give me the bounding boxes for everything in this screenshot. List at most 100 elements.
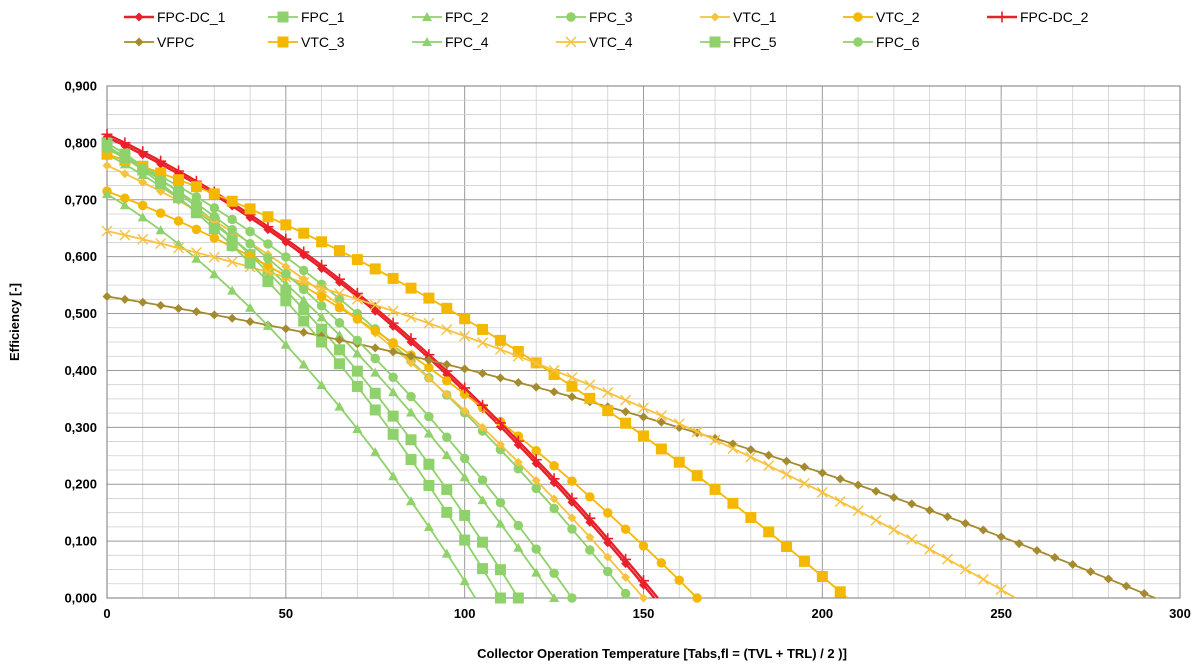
data-point [208, 188, 220, 200]
data-point [620, 524, 631, 534]
data-point [602, 566, 613, 577]
data-point [334, 335, 344, 345]
data-point [209, 269, 220, 279]
data-point [816, 570, 828, 582]
legend-marker [566, 12, 576, 22]
x-tick-label: 250 [990, 606, 1012, 621]
y-tick-label: 0,800 [64, 135, 97, 150]
data-point [942, 553, 954, 565]
data-point [477, 563, 489, 575]
data-point [567, 593, 577, 603]
data-point [245, 239, 255, 249]
data-point [1068, 560, 1078, 570]
data-point [209, 310, 219, 320]
data-point [477, 536, 489, 548]
data-point [316, 300, 327, 311]
data-point [405, 434, 417, 446]
data-point [692, 593, 702, 603]
legend-marker [996, 11, 1008, 23]
data-point [494, 592, 506, 604]
data-point [369, 387, 381, 399]
data-point [333, 245, 345, 257]
data-point [406, 358, 416, 368]
data-point [119, 137, 131, 149]
y-tick-label: 0,500 [64, 306, 97, 321]
data-point [602, 508, 613, 518]
data-point [441, 324, 453, 336]
data-point [155, 208, 166, 218]
data-point [531, 475, 541, 485]
data-point [442, 375, 452, 386]
legend-label: VTC_2 [876, 9, 920, 25]
data-point [262, 320, 273, 330]
data-point [333, 273, 345, 285]
data-point [406, 407, 417, 417]
data-point [459, 472, 470, 482]
legend-item: FPC_2 [412, 9, 489, 25]
data-point [531, 544, 541, 554]
data-point [155, 225, 166, 235]
data-point [209, 203, 220, 213]
data-point [406, 351, 416, 361]
data-point [406, 391, 416, 402]
x-tick-label: 100 [454, 606, 476, 621]
data-point [835, 474, 845, 484]
data-point [977, 573, 989, 585]
data-point [673, 456, 685, 468]
data-point [567, 392, 577, 402]
data-point [584, 392, 596, 404]
data-point [423, 479, 435, 491]
data-point [351, 254, 363, 266]
data-point [549, 461, 559, 471]
data-point [316, 323, 328, 335]
data-point [137, 233, 149, 245]
data-point [709, 483, 721, 495]
legend-item: VTC_4 [556, 34, 633, 50]
data-point [763, 460, 775, 472]
data-point [280, 339, 291, 349]
legend-marker [422, 37, 432, 46]
y-tick-label: 0,400 [64, 363, 97, 378]
legend-label: FPC_2 [445, 9, 489, 25]
data-point [388, 387, 399, 397]
data-point [816, 486, 828, 498]
data-point [512, 592, 524, 604]
data-point [173, 216, 184, 226]
data-point [888, 524, 900, 536]
data-point [119, 200, 130, 210]
data-point [495, 373, 505, 383]
data-point [119, 229, 131, 241]
legend-marker [277, 11, 289, 23]
data-point [173, 242, 185, 254]
y-axis-label: Efficiency [-] [7, 283, 22, 361]
data-point [405, 282, 417, 294]
data-point [101, 225, 113, 237]
data-point [852, 505, 864, 517]
data-point [549, 494, 559, 504]
data-point [101, 128, 113, 140]
x-tick-label: 50 [279, 606, 293, 621]
data-point [566, 492, 578, 504]
data-point [298, 265, 309, 276]
data-point [478, 368, 488, 378]
data-point [441, 506, 453, 518]
data-point [459, 509, 471, 521]
data-point [423, 458, 435, 470]
data-point [226, 256, 238, 268]
legend-item: VTC_3 [268, 34, 345, 50]
data-point [638, 541, 649, 551]
data-point [298, 315, 310, 327]
data-point [495, 497, 506, 508]
data-point [870, 514, 882, 526]
legend-marker [422, 12, 432, 21]
data-point [369, 263, 381, 275]
data-point [691, 470, 703, 482]
legend-item: FPC_3 [556, 9, 633, 25]
data-point [280, 278, 291, 288]
data-point [174, 303, 184, 313]
data-point [602, 405, 614, 417]
data-point [281, 262, 291, 272]
data-point [102, 143, 112, 154]
data-point [299, 327, 309, 337]
